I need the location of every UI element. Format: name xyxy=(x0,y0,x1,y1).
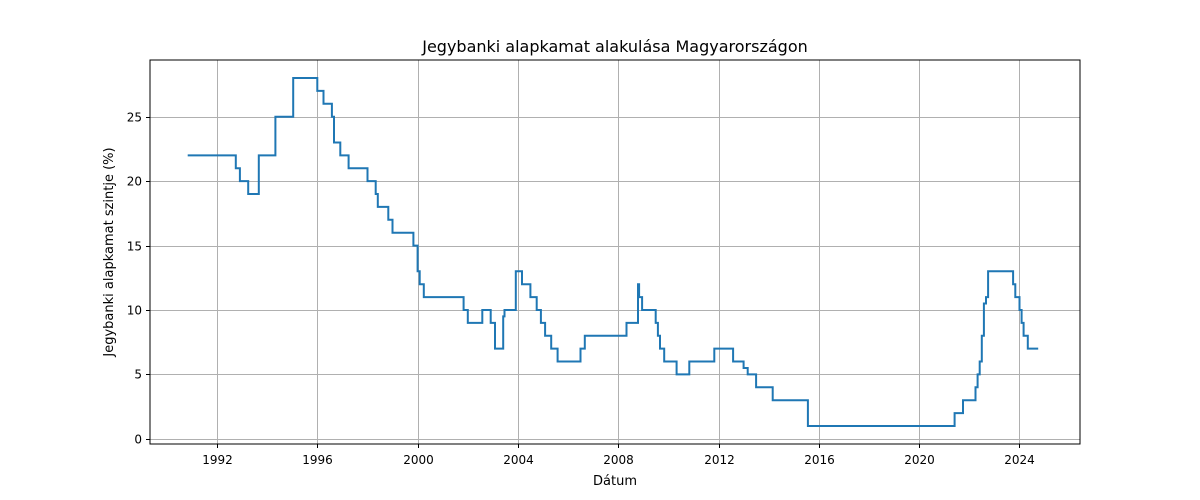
y-axis: 0 5 10 15 20 25 xyxy=(127,111,150,447)
series-line xyxy=(187,77,1039,427)
x-tick-label: 1996 xyxy=(302,453,333,467)
x-tick-label: 2020 xyxy=(904,453,935,467)
y-tick-label: 15 xyxy=(127,240,142,254)
y-tick-label: 5 xyxy=(134,368,142,382)
chart-title: Jegybanki alapkamat alakulása Magyarorsz… xyxy=(421,37,808,56)
y-tick-label: 10 xyxy=(127,304,142,318)
x-axis: 1992 1996 2000 2004 2008 2012 2016 2020 2024 xyxy=(202,444,1035,467)
x-tick-label: 1992 xyxy=(202,453,233,467)
x-tick-label: 2012 xyxy=(704,453,735,467)
grid xyxy=(150,60,1080,444)
y-tick-label: 0 xyxy=(134,433,142,447)
x-tick-label: 2008 xyxy=(603,453,634,467)
x-axis-label: Dátum xyxy=(593,474,637,489)
x-tick-label: 2024 xyxy=(1004,453,1035,467)
y-axis-label: Jegybanki alapkamat szintje (%) xyxy=(102,147,117,357)
plot-frame xyxy=(149,59,1081,445)
series-layer xyxy=(187,77,1039,427)
x-tick-label: 2000 xyxy=(403,453,434,467)
x-tick-label: 2004 xyxy=(503,453,534,467)
y-tick-label: 20 xyxy=(127,175,142,189)
x-tick-label: 2016 xyxy=(804,453,835,467)
y-tick-label: 25 xyxy=(127,111,142,125)
